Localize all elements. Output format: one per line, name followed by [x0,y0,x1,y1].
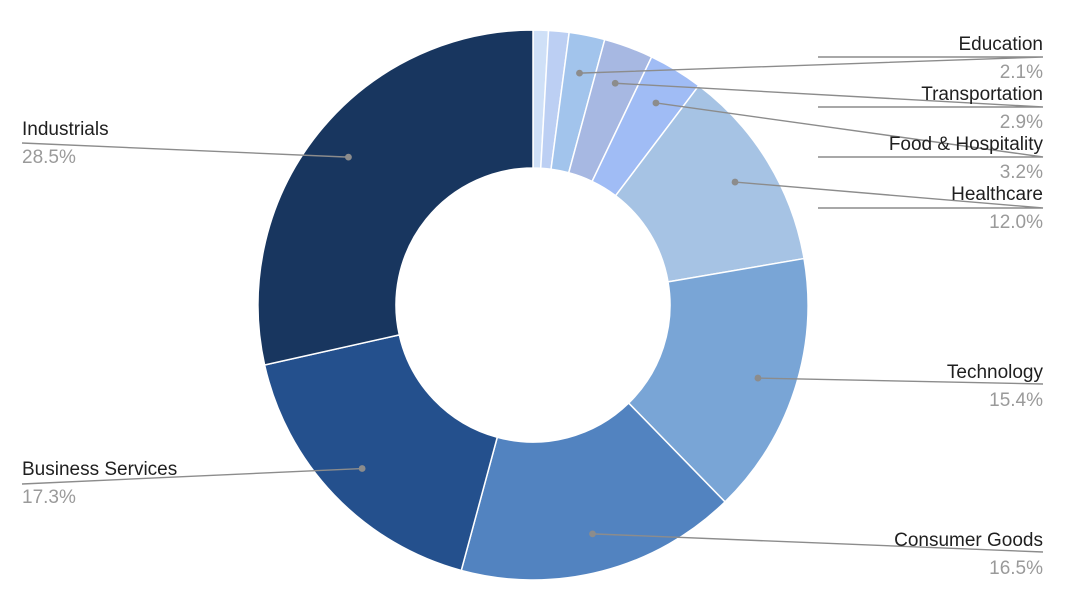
leader-line-consumer-goods [592,533,1044,553]
leader-line-transportation [615,82,1044,108]
label-education: Education [958,34,1043,55]
value-label-consumer-goods: 16.5% [989,558,1043,579]
value-label-food-and-hospitality: 3.2% [1000,162,1043,183]
value-label-technology: 15.4% [989,390,1043,411]
leader-dot-industrials [345,153,352,161]
slice-consumer-goods [460,402,727,581]
value-label-industrials: 28.5% [22,147,76,168]
label-technology: Technology [947,362,1044,383]
leader-line-healthcare [734,181,1044,209]
label-healthcare: Healthcare [951,184,1043,205]
slice-business-services [263,333,499,572]
slice-technology [627,257,809,503]
leader-dot-consumer-goods [589,530,596,538]
label-industrials: Industrials [22,119,109,140]
leader-line-education [579,56,1044,74]
value-label-transportation: 2.9% [1000,112,1043,133]
label-transportation: Transportation [921,84,1043,105]
leader-dot-technology [754,374,762,382]
value-label-healthcare: 12.0% [989,212,1043,233]
leader-line-industrials [21,142,349,158]
leader-dot-education [576,69,583,77]
label-consumer-goods: Consumer Goods [894,530,1043,551]
value-label-business-services: 17.3% [22,487,76,508]
leader-dot-food-and-hospitality [652,99,660,107]
leader-line-business-services [21,467,363,485]
leader-dot-transportation [611,79,619,87]
label-food-and-hospitality: Food & Hospitality [889,134,1044,155]
slice-healthcare [614,84,805,283]
leader-line-technology [757,377,1044,385]
slice-industrials [257,29,534,366]
slices-group [257,29,809,581]
leader-dot-healthcare [731,178,739,186]
labels-group: Education 2.1%Transportation 2.9%Food & Ho… [21,34,1044,579]
label-business-services: Business Services [22,459,177,480]
value-label-education: 2.1% [1000,62,1043,83]
leader-dot-business-services [358,465,366,472]
leader-line-food-and-hospitality [655,102,1044,158]
